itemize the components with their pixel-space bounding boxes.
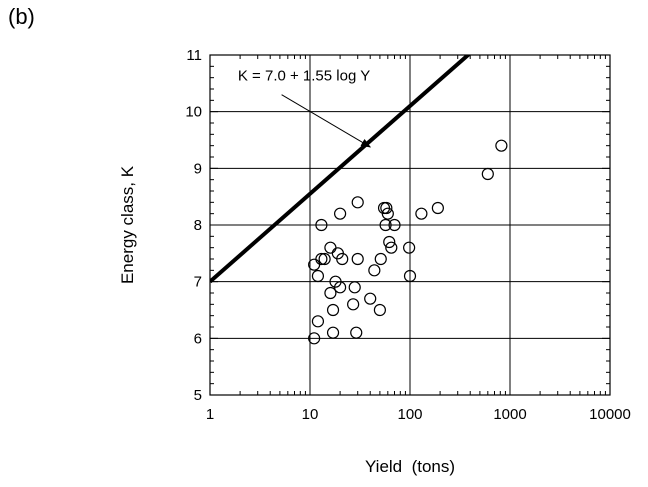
data-point — [481, 167, 494, 181]
line-label: K = 7.0 + 1.55 log Y — [238, 68, 370, 85]
x-tick-label: 1000 — [493, 406, 526, 423]
data-point — [381, 207, 394, 220]
data-point — [348, 281, 361, 294]
data-point — [374, 252, 387, 266]
data-point — [368, 264, 381, 277]
data-point — [336, 252, 349, 266]
x-tick-label: 10 — [302, 406, 319, 423]
fit-line-layer — [210, 55, 472, 284]
data-point — [311, 269, 325, 283]
plot-frame — [209, 54, 611, 396]
y-tick-label: 6 — [194, 330, 202, 347]
data-point — [347, 298, 360, 311]
y-axis-label: Energy class, K — [118, 165, 137, 284]
data-points — [308, 139, 508, 345]
data-point — [388, 218, 401, 232]
x-axis-label: Yield (tons) — [365, 457, 455, 476]
x-tick-label: 1 — [206, 406, 214, 423]
data-point — [383, 235, 396, 249]
data-point — [326, 326, 340, 339]
x-tick-label: 100 — [397, 406, 422, 423]
y-tick-label: 10 — [185, 104, 202, 121]
panel-label: (b) — [8, 4, 35, 29]
data-point — [334, 207, 347, 220]
annotation-arrow — [281, 94, 372, 148]
data-point — [326, 303, 340, 317]
data-point — [495, 139, 508, 152]
data-point — [385, 241, 398, 254]
data-point — [334, 281, 347, 294]
y-tick-label: 5 — [194, 387, 202, 404]
data-point — [380, 201, 393, 215]
data-point — [324, 286, 337, 300]
relation-line — [210, 55, 472, 284]
data-point — [350, 326, 363, 339]
data-point — [373, 303, 386, 317]
y-tick-label: 8 — [194, 217, 202, 234]
data-point — [308, 332, 321, 345]
y-axis-ticks: 5 6 7 8 9 10 11 — [185, 47, 202, 404]
data-point — [379, 218, 392, 232]
data-point — [403, 269, 417, 283]
x-axis-ticks: 1 10 100 1000 10000 — [206, 406, 631, 423]
x-tick-label: 10000 — [589, 406, 631, 423]
y-tick-label: 9 — [194, 160, 202, 177]
data-point — [403, 241, 416, 254]
data-point — [315, 252, 328, 266]
data-point — [324, 241, 337, 254]
data-point — [415, 207, 428, 220]
y-tick-label: 7 — [194, 274, 202, 291]
y-tick-label: 11 — [186, 47, 202, 64]
data-point — [311, 315, 325, 328]
data-point — [431, 201, 444, 215]
data-point — [351, 196, 364, 209]
annotation: K = 7.0 + 1.55 log Y — [238, 68, 372, 148]
data-point — [318, 252, 331, 266]
data-point — [315, 218, 328, 232]
data-point — [364, 292, 377, 305]
data-point — [351, 252, 364, 266]
